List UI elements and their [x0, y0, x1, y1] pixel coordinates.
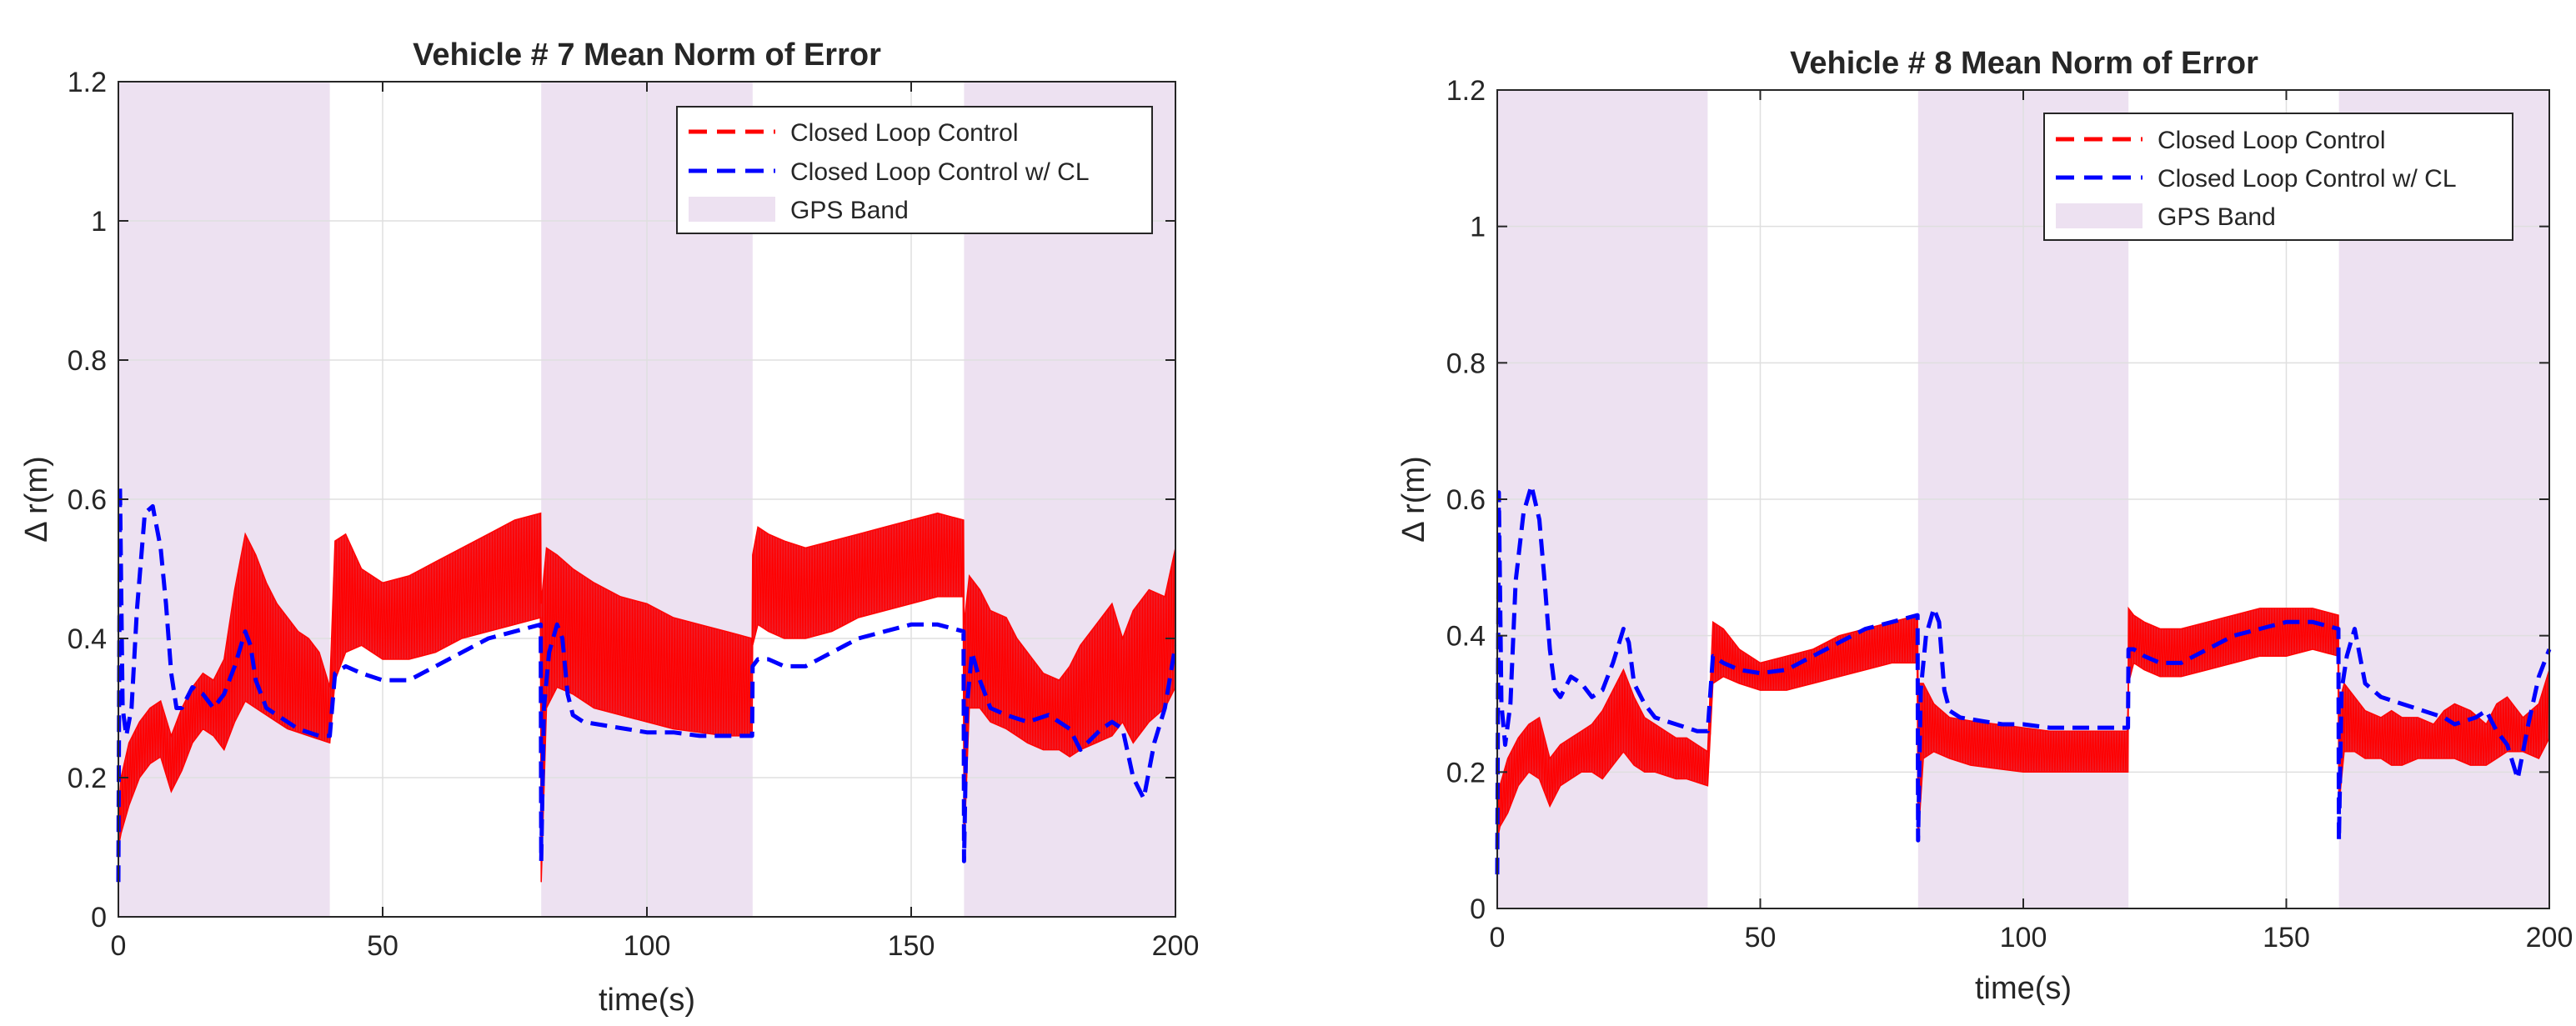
x-tick-label: 100 [2000, 922, 2047, 953]
legend-entry: GPS Band [790, 197, 909, 224]
y-axis-label: Δ r(m) [1396, 456, 1431, 542]
x-tick-label: 0 [1490, 922, 1506, 953]
y-tick-label: 0.6 [1446, 484, 1486, 516]
y-tick-label: 0.4 [68, 623, 107, 655]
y-tick-label: 0.8 [1446, 348, 1486, 379]
x-tick-label: 50 [367, 930, 398, 962]
y-tick-label: 1.2 [1446, 75, 1486, 107]
chart-title: Vehicle # 7 Mean Norm of Error [413, 38, 881, 73]
y-tick-label: 1 [1470, 212, 1486, 243]
series-closed-loop-cl [116, 483, 1178, 883]
y-axis-label: Δ r(m) [19, 456, 54, 542]
x-axis-label: time(s) [1975, 971, 2072, 1006]
chart-title: Vehicle # 8 Mean Norm of Error [1790, 46, 2258, 81]
chart-vehicle-8: Vehicle # 8 Mean Norm of Error 0 0.2 0.4 0.… [1396, 46, 2573, 1006]
legend-swatch-gps-band [2056, 203, 2142, 228]
series-oscillation-closed-loop [118, 513, 1176, 883]
legend-entry: Closed Loop Control [2158, 127, 2386, 154]
x-tick-label: 100 [624, 930, 671, 962]
x-tick-label: 0 [111, 930, 127, 962]
legend-entry: Closed Loop Control w/ CL [2158, 165, 2457, 193]
series-line-closed-loop-cl [116, 483, 1178, 883]
chart-vehicle-7: Vehicle # 7 Mean Norm of Error 0 0.2 0.4 0.… [19, 38, 1199, 1018]
y-tick-label: 0.2 [1446, 757, 1486, 788]
x-axis-label: time(s) [599, 983, 695, 1018]
x-tick-label: 150 [2263, 922, 2310, 953]
x-tick-label: 200 [2526, 922, 2573, 953]
y-tick-label: 0.6 [68, 484, 107, 516]
y-tick-label: 1 [91, 206, 107, 238]
series-oscillation-closed-loop [1496, 608, 2550, 841]
legend-entry: Closed Loop Control w/ CL [790, 158, 1090, 186]
y-tick-label: 1.2 [68, 67, 107, 98]
legend: Closed Loop Control Closed Loop Control … [2043, 113, 2513, 241]
y-ticks: 0 0.2 0.4 0.6 0.8 1 1.2 [1446, 75, 2549, 925]
x-tick-label: 50 [1745, 922, 1777, 953]
x-ticks: 0 50 100 150 200 [1490, 90, 2573, 953]
legend-entry: Closed Loop Control [790, 119, 1019, 147]
y-ticks: 0 0.2 0.4 0.6 0.8 1 1.2 [68, 67, 1175, 933]
y-tick-label: 0.8 [68, 345, 107, 377]
x-tick-label: 200 [1152, 930, 1200, 962]
series-line-closed-loop-cl [1495, 483, 2552, 875]
legend: Closed Loop Control Closed Loop Control … [676, 106, 1153, 234]
legend-swatch-gps-band [689, 197, 775, 222]
y-tick-label: 0.2 [68, 763, 107, 794]
y-tick-label: 0.4 [1446, 621, 1486, 653]
series-closed-loop-cl [1495, 483, 2552, 875]
x-ticks: 0 50 100 150 200 [111, 82, 1200, 962]
x-tick-label: 150 [888, 930, 935, 962]
legend-entry: GPS Band [2158, 203, 2276, 231]
y-tick-label: 0 [91, 902, 107, 933]
y-tick-label: 0 [1470, 893, 1486, 925]
